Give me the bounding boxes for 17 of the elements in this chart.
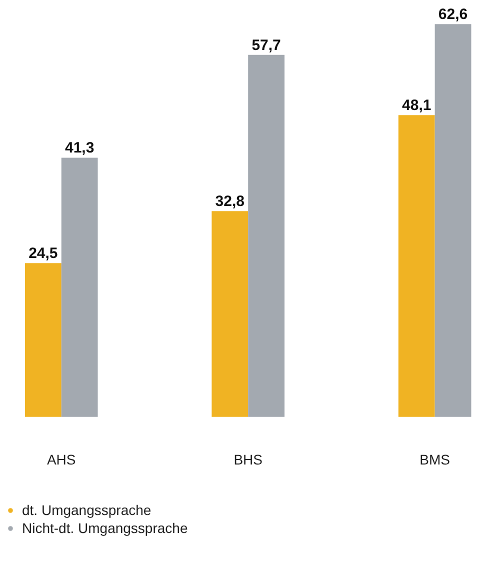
x-tick-label: AHS — [46, 452, 76, 468]
legend-label: Nicht-dt. Umgangssprache — [22, 520, 188, 536]
data-label: 48,1 — [402, 97, 432, 114]
bar — [434, 24, 472, 417]
data-label: 41,3 — [64, 140, 94, 157]
bar — [61, 158, 98, 417]
x-tick-label: BMS — [420, 452, 450, 468]
bar — [398, 115, 435, 417]
data-label: 32,8 — [215, 193, 244, 210]
data-label: 24,5 — [28, 245, 58, 262]
bar — [212, 211, 248, 417]
data-label: 57,7 — [252, 36, 281, 54]
data-label: 62,6 — [438, 6, 468, 24]
bar — [248, 54, 285, 417]
bar — [24, 263, 62, 417]
legend-label: dt. Umgangssprache — [22, 502, 152, 518]
x-tick-label: BHS — [234, 452, 262, 468]
